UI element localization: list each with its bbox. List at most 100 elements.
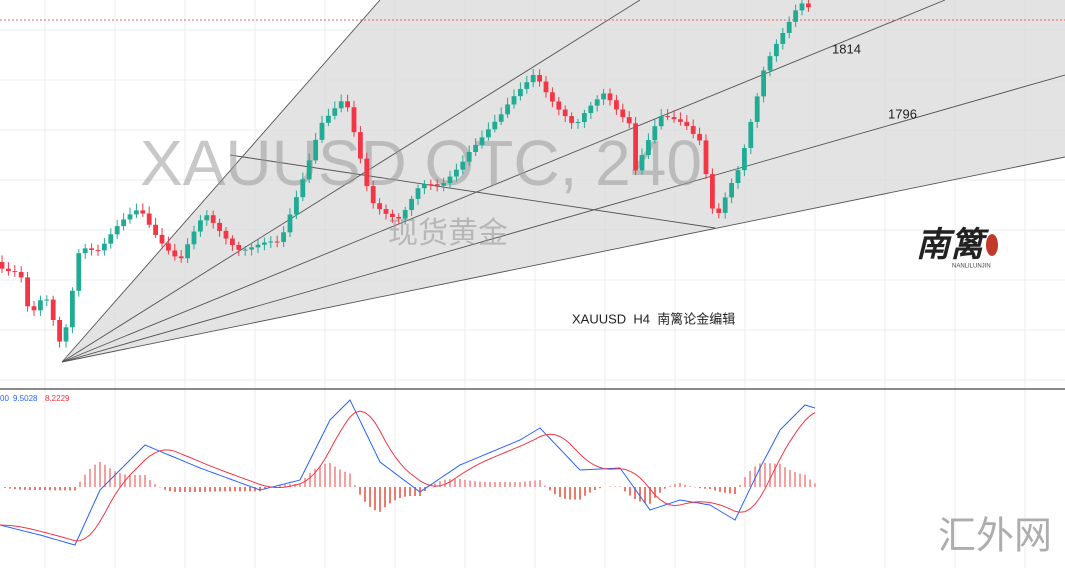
candle-body (300, 179, 306, 198)
candle-body (454, 169, 459, 177)
logo-seal (986, 234, 998, 256)
candle-body (486, 129, 491, 138)
candle-body (678, 119, 683, 122)
candle-body (268, 241, 274, 243)
candle-body (351, 107, 357, 133)
candle-body (428, 184, 434, 186)
candle-body (793, 10, 798, 22)
candle-body (121, 219, 126, 227)
candle-body (114, 226, 120, 235)
candle-body (729, 183, 734, 198)
candle-body (332, 108, 338, 116)
candle-body (498, 114, 504, 122)
candle-body (767, 56, 773, 71)
candle-body (626, 117, 632, 124)
candle-body (31, 306, 37, 311)
candle-body (89, 248, 94, 250)
candle-body (326, 115, 331, 123)
logo: 南篱 (916, 226, 990, 264)
candle-body (146, 213, 152, 225)
candle-body (12, 271, 18, 273)
candle-body (191, 231, 197, 245)
candle-body (569, 116, 574, 123)
candle-body (466, 151, 472, 162)
candle-body (633, 123, 638, 171)
candle-body (390, 213, 395, 217)
macd-line (0, 399, 816, 546)
candle-body (370, 186, 376, 204)
candle-body (761, 70, 766, 97)
candle-body (684, 121, 690, 126)
candle-body (671, 117, 677, 120)
candle-body (134, 210, 139, 215)
candle-body (242, 249, 248, 251)
level-label: 1814 (832, 41, 861, 56)
candle-body (614, 100, 619, 110)
candle-body (422, 184, 427, 189)
candle-body (665, 116, 670, 118)
candle-body (364, 158, 370, 187)
candle-body (57, 320, 62, 342)
candle-body (172, 250, 178, 257)
candle-body (230, 238, 235, 245)
candle-body (204, 215, 210, 221)
watermark-sub: 现货黄金 (388, 217, 508, 250)
candle-body (236, 244, 242, 250)
candle-body (473, 144, 478, 152)
candle-body (402, 210, 408, 219)
candle-body (575, 122, 581, 124)
candle-body (434, 184, 440, 186)
candle-body (274, 241, 280, 243)
signal-line (0, 410, 816, 542)
candle-body (44, 299, 50, 301)
candle-body (646, 140, 651, 156)
candle-body (140, 210, 146, 214)
candle-body (306, 160, 312, 180)
candle-body (690, 125, 696, 134)
candle-body (319, 122, 325, 140)
candle-body (223, 230, 229, 239)
candle-body (537, 75, 542, 82)
candle-body (210, 215, 216, 223)
candle-body (754, 96, 760, 122)
candle-body (530, 75, 536, 83)
candle-body (313, 139, 318, 161)
candle-body (102, 243, 107, 251)
watermark: XAUUSD OTC, 240 (140, 127, 702, 199)
candle-body (479, 137, 485, 145)
candle-body (95, 249, 101, 251)
candle-body (281, 232, 286, 243)
candle-body (556, 101, 562, 110)
fan-line (61, 0, 946, 363)
candle-body (748, 121, 754, 148)
candle-body (6, 268, 11, 272)
candle-body (108, 234, 114, 244)
fan-line (61, 0, 641, 363)
site-watermark: 汇外网 (938, 516, 1052, 558)
candle-body (185, 244, 190, 259)
candle-body (582, 113, 587, 123)
candle-body (249, 247, 254, 250)
candle-body (159, 234, 165, 244)
candle-body (780, 32, 786, 44)
candle-body (607, 93, 613, 101)
candle-body (255, 244, 261, 248)
candle-body (511, 96, 517, 105)
candle-body (703, 140, 709, 175)
candle-body (806, 3, 811, 8)
candle-body (735, 170, 741, 184)
indicator-value: 9.5028 (13, 394, 38, 403)
fan-line (61, 74, 1065, 363)
candle-body (492, 121, 498, 130)
candle-body (217, 222, 222, 231)
candle-body (543, 81, 549, 93)
candle-body (710, 174, 715, 209)
candle-body (82, 248, 88, 254)
candle-body (658, 116, 664, 127)
candle-body (262, 242, 267, 245)
candle-body (70, 290, 75, 328)
candle-body (415, 188, 421, 199)
fan-line (61, 156, 1065, 363)
candle-body (601, 93, 606, 100)
candle-body (50, 299, 56, 321)
